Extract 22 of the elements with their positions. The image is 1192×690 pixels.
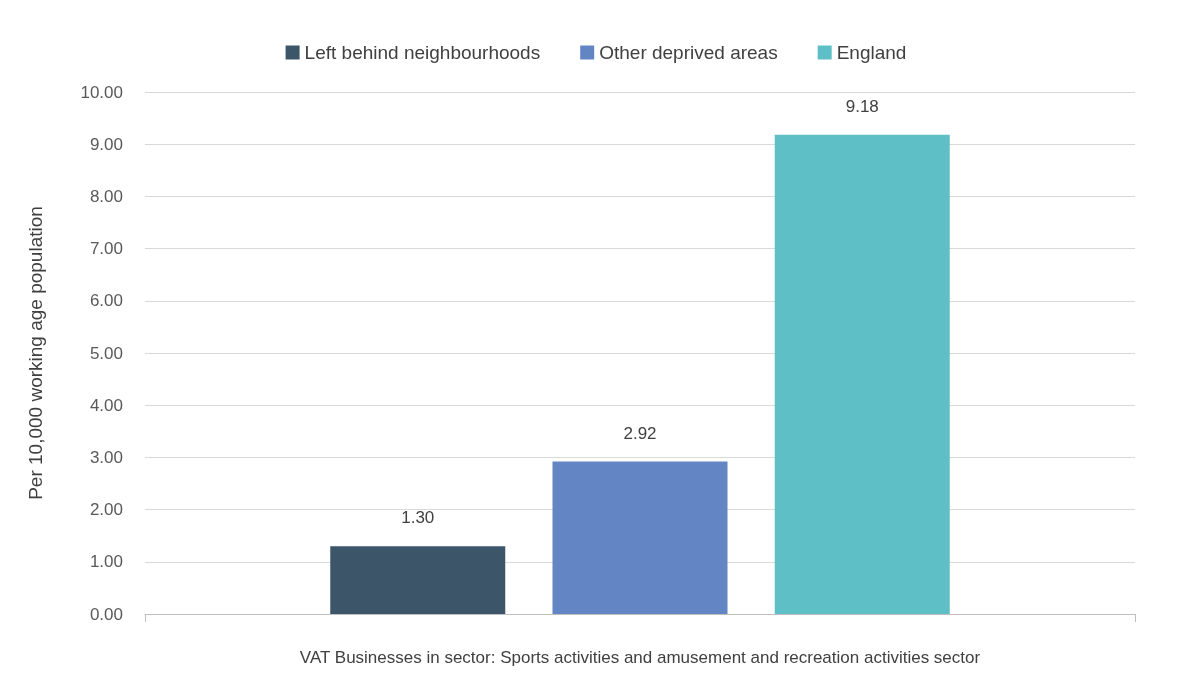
legend-label: Other deprived areas bbox=[599, 42, 778, 63]
y-tick-label: 5.00 bbox=[89, 343, 123, 363]
y-tick-label: 6.00 bbox=[89, 291, 123, 311]
legend-label: England bbox=[836, 42, 907, 63]
x-axis-title: VAT Businesses in sector: Sports activities and amusement and recreation activities sector bbox=[299, 648, 981, 667]
y-tick-label: 0.00 bbox=[89, 604, 123, 624]
y-tick-label: 8.00 bbox=[89, 186, 123, 206]
y-tick-label: 3.00 bbox=[89, 447, 123, 467]
data-label: 1.30 bbox=[401, 508, 435, 528]
data-label: 2.92 bbox=[623, 423, 657, 443]
y-tick-label: 7.00 bbox=[89, 239, 123, 259]
data-label: 9.18 bbox=[845, 96, 879, 116]
bar bbox=[330, 546, 506, 614]
y-tick-label: 2.00 bbox=[89, 500, 123, 520]
bar bbox=[774, 134, 950, 614]
y-tick-label: 10.00 bbox=[80, 82, 123, 102]
y-tick-label: 1.00 bbox=[89, 552, 123, 572]
y-axis-title: Per 10,000 working age population bbox=[25, 206, 46, 500]
legend-label: Left behind neighbourhoods bbox=[304, 42, 541, 63]
y-tick-label: 4.00 bbox=[89, 395, 123, 415]
y-tick-label: 9.00 bbox=[89, 134, 123, 154]
bar bbox=[552, 461, 728, 614]
